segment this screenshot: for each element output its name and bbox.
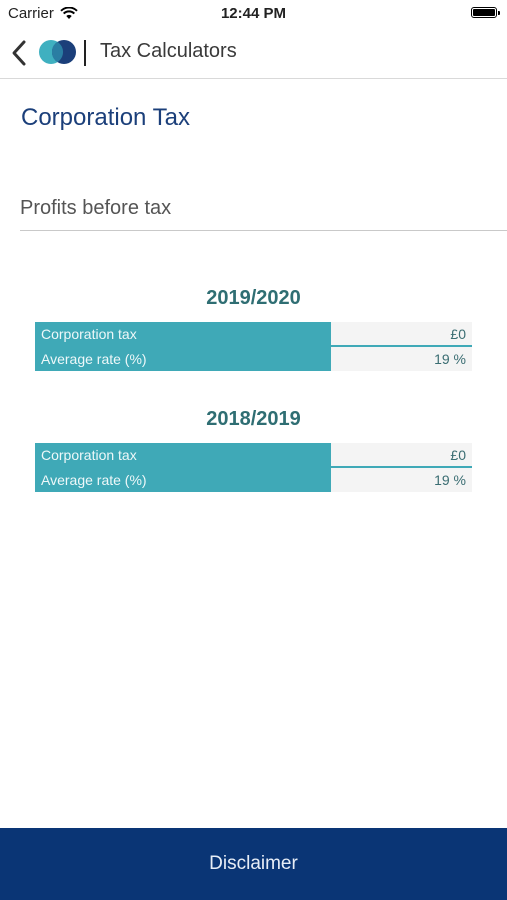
results-table: Corporation tax £0 Average rate (%) 19 % xyxy=(35,443,472,493)
table-row: Corporation tax £0 xyxy=(35,322,472,347)
carrier-label: Carrier xyxy=(8,5,54,22)
disclaimer-label: Disclaimer xyxy=(209,853,298,874)
year-heading: 2018/2019 xyxy=(206,408,301,430)
row-value: £0 xyxy=(331,443,472,466)
nav-divider xyxy=(84,40,86,66)
table-row: Average rate (%) 19 % xyxy=(35,347,472,371)
page-title: Corporation Tax xyxy=(21,104,190,131)
disclaimer-button[interactable]: Disclaimer xyxy=(0,828,507,900)
row-label: Corporation tax xyxy=(35,443,331,466)
row-label: Corporation tax xyxy=(35,322,331,345)
profits-before-tax-input[interactable] xyxy=(20,186,507,231)
nav-title: Tax Calculators xyxy=(100,40,237,62)
row-label: Average rate (%) xyxy=(35,347,331,371)
table-row: Average rate (%) 19 % xyxy=(35,468,472,492)
wifi-icon xyxy=(60,7,78,19)
status-bar: Carrier 12:44 PM xyxy=(0,0,507,28)
back-button[interactable] xyxy=(8,38,32,68)
carrier-info: Carrier xyxy=(8,5,78,22)
results-table: Corporation tax £0 Average rate (%) 19 % xyxy=(35,322,472,372)
table-row: Corporation tax £0 xyxy=(35,443,472,468)
row-value: £0 xyxy=(331,322,472,345)
row-value: 19 % xyxy=(331,468,472,492)
row-label: Average rate (%) xyxy=(35,468,331,492)
app-logo-icon xyxy=(39,40,76,64)
row-value: 19 % xyxy=(331,347,472,371)
battery-icon xyxy=(471,7,500,18)
year-heading: 2019/2020 xyxy=(206,287,301,309)
navigation-bar: Tax Calculators xyxy=(0,28,507,79)
chevron-left-icon xyxy=(12,40,26,66)
status-time: 12:44 PM xyxy=(220,5,287,22)
